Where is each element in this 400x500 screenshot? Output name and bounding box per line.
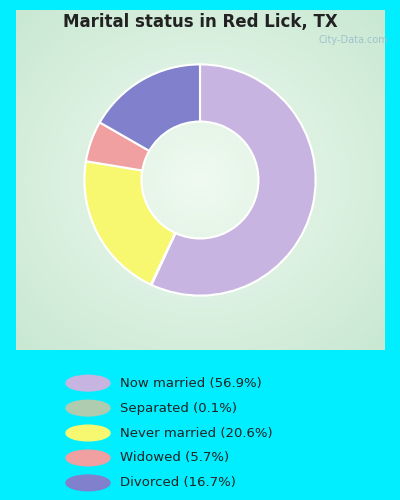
Circle shape — [66, 475, 110, 490]
Wedge shape — [100, 64, 200, 151]
Text: Never married (20.6%): Never married (20.6%) — [120, 426, 273, 440]
Text: Now married (56.9%): Now married (56.9%) — [120, 376, 262, 390]
Wedge shape — [86, 122, 149, 170]
Circle shape — [66, 376, 110, 391]
Wedge shape — [152, 64, 316, 296]
Circle shape — [66, 425, 110, 441]
Circle shape — [66, 400, 110, 416]
Wedge shape — [84, 161, 175, 284]
Text: Marital status in Red Lick, TX: Marital status in Red Lick, TX — [63, 12, 337, 30]
Text: Divorced (16.7%): Divorced (16.7%) — [120, 476, 236, 490]
Circle shape — [66, 450, 110, 466]
Wedge shape — [151, 233, 176, 285]
Text: Separated (0.1%): Separated (0.1%) — [120, 402, 237, 414]
Text: Widowed (5.7%): Widowed (5.7%) — [120, 452, 229, 464]
Text: City-Data.com: City-Data.com — [318, 35, 388, 45]
